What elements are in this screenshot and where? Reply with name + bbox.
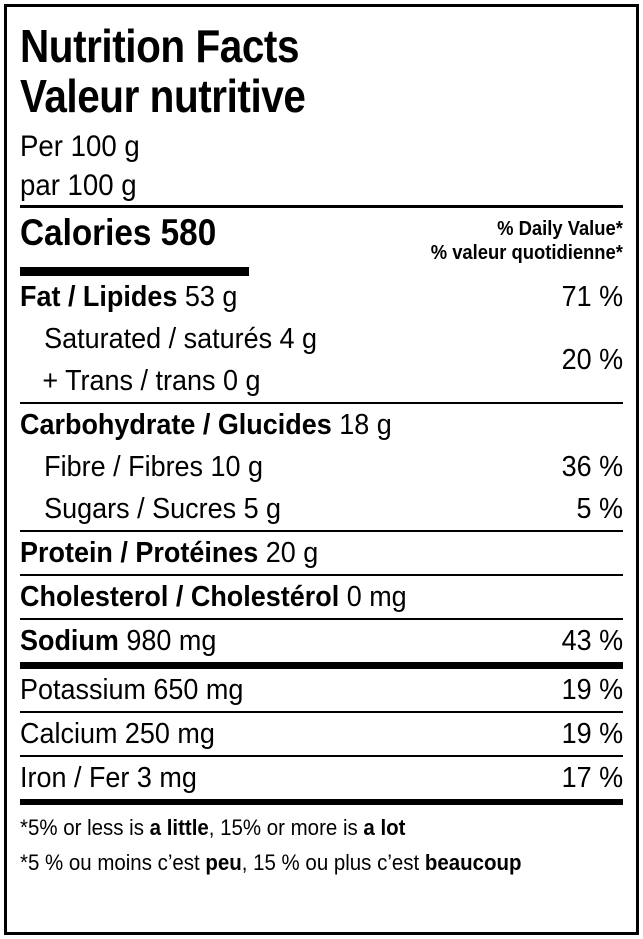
row-potassium: Potassium 650 mg 19 %: [20, 669, 623, 711]
divider-thick-below-sodium: [20, 662, 623, 669]
row-iron: Iron / Fer 3 mg 17 %: [20, 757, 623, 799]
serving-size-english: Per 100 g: [20, 130, 140, 163]
label-title-english: Nutrition Facts: [20, 20, 300, 72]
divider-above-carbohydrate: [20, 402, 623, 404]
row-sugars-amount: 5 g: [243, 493, 282, 525]
row-fibre-amount: 10 g: [210, 451, 264, 483]
row-calcium: Calcium 250 mg 19 %: [20, 713, 623, 755]
row-fat-name: Fat / Lipides: [20, 281, 178, 313]
row-cholesterol-label: Cholesterol / Cholestérol 0 mg: [20, 580, 407, 614]
row-calcium-label: Calcium 250 mg: [20, 718, 215, 750]
row-iron-percent: 17 %: [561, 762, 623, 794]
row-carbohydrate-name: Carbohydrate / Glucides: [20, 409, 332, 441]
row-fibre-label: Fibre / Fibres 10 g: [20, 450, 263, 484]
row-protein-name: Protein / Protéines: [20, 537, 259, 569]
divider-above-cholesterol: [20, 574, 623, 576]
row-fibre-name: Fibre / Fibres: [44, 451, 204, 483]
footnote-english-part1: *5% or less is: [20, 815, 150, 840]
row-saturated-trans-percent: 20 %: [561, 344, 623, 376]
row-sodium-label: Sodium 980 mg: [20, 624, 216, 658]
label-title-french: Valeur nutritive: [20, 70, 306, 122]
row-fibre-percent: 36 %: [561, 451, 623, 483]
row-fat-percent: 71 %: [561, 281, 623, 313]
daily-value-header-english: % Daily Value*: [497, 218, 623, 240]
row-cholesterol: Cholesterol / Cholestérol 0 mg: [20, 576, 623, 618]
row-trans-label: + Trans / trans 0 g: [20, 360, 519, 402]
row-carbohydrate-label: Carbohydrate / Glucides 18 g: [20, 408, 392, 442]
calories-underline-bar: [20, 267, 250, 276]
serving-size-french: par 100 g: [20, 169, 137, 202]
row-potassium-percent: 19 %: [561, 674, 623, 706]
daily-value-header: % Daily Value* % valeur quotidienne*: [431, 211, 623, 265]
row-saturated-amount: 4 g: [279, 323, 318, 355]
row-fibre: Fibre / Fibres 10 g 36 %: [20, 446, 623, 488]
footnote-english-part2: , 15% or more is: [208, 815, 364, 840]
row-saturated-name: Saturated / saturés: [44, 323, 273, 355]
row-saturated-trans-group: Saturated / saturés 4 g + Trans / trans …: [20, 318, 623, 402]
row-sodium-percent: 43 %: [561, 625, 623, 657]
footnote-french-part1: *5 % ou moins c’est: [20, 850, 206, 875]
nutrition-facts-label: Nutrition Facts Valeur nutritive Per 100…: [4, 4, 639, 935]
footnote-french-part2: , 15 % ou plus c’est: [241, 850, 425, 875]
footnote-french-bold1: peu: [205, 850, 242, 875]
row-trans-amount: 0 g: [222, 365, 261, 397]
footnote-french-bold2: beaucoup: [424, 850, 522, 875]
row-fat-amount: 53 g: [184, 281, 238, 313]
row-potassium-label: Potassium 650 mg: [20, 674, 244, 706]
row-fat-label: Fat / Lipides 53 g: [20, 280, 237, 314]
row-protein: Protein / Protéines 20 g: [20, 532, 623, 574]
divider-above-calcium: [20, 711, 623, 713]
row-carbohydrate: Carbohydrate / Glucides 18 g: [20, 404, 623, 446]
divider-above-footnotes: [20, 799, 623, 805]
row-sodium-amount: 980 mg: [126, 625, 217, 657]
row-sugars-percent: 5 %: [576, 493, 623, 525]
footnote-english: *5% or less is a little, 15% or more is …: [20, 805, 581, 845]
row-cholesterol-name: Cholesterol / Cholestérol: [20, 581, 340, 613]
row-sodium-name: Sodium: [20, 625, 119, 657]
divider-above-calories: [20, 205, 623, 208]
divider-above-iron: [20, 755, 623, 757]
row-sodium: Sodium 980 mg 43 %: [20, 620, 623, 662]
calories-row: Calories 580 % Daily Value* % valeur quo…: [20, 208, 623, 267]
divider-above-protein: [20, 530, 623, 532]
daily-value-header-french: % valeur quotidienne*: [430, 242, 623, 264]
row-saturated-label: Saturated / saturés 4 g: [20, 318, 519, 360]
saturated-trans-lines: Saturated / saturés 4 g + Trans / trans …: [20, 318, 557, 402]
divider-above-sodium: [20, 618, 623, 620]
footnote-french: *5 % ou moins c’est peu, 15 % ou plus c’…: [20, 845, 581, 880]
row-iron-label: Iron / Fer 3 mg: [20, 762, 197, 794]
row-fat: Fat / Lipides 53 g 71 %: [20, 276, 623, 318]
row-sugars-name: Sugars / Sucres: [44, 493, 237, 525]
row-carbohydrate-amount: 18 g: [339, 409, 392, 441]
footnote-english-bold1: a little: [149, 815, 209, 840]
row-trans-name: + Trans / trans: [42, 365, 216, 397]
row-cholesterol-amount: 0 mg: [346, 581, 407, 613]
row-protein-amount: 20 g: [265, 537, 319, 569]
footnote-english-bold2: a lot: [363, 815, 406, 840]
row-protein-label: Protein / Protéines 20 g: [20, 536, 318, 570]
row-sugars-label: Sugars / Sucres 5 g: [20, 492, 281, 526]
row-sugars: Sugars / Sucres 5 g 5 %: [20, 488, 623, 530]
row-calcium-percent: 19 %: [561, 718, 623, 750]
calories-value: Calories 580: [20, 212, 217, 253]
